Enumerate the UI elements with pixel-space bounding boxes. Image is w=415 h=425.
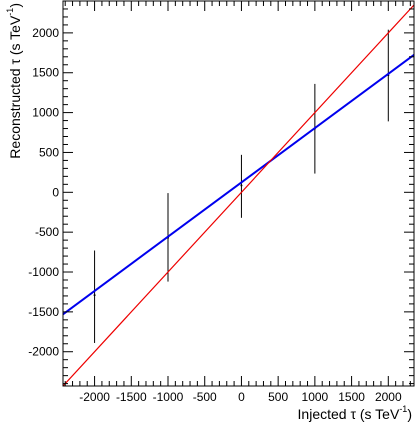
x-tick-label-2: -1000 <box>153 390 184 404</box>
x-tick-label-7: 1500 <box>338 390 365 404</box>
y-tick-label-0: -2000 <box>28 345 59 359</box>
y-tick-label-5: 500 <box>39 145 59 159</box>
y-axis-title: Reconstructed τ (s TeV-1) <box>5 3 23 159</box>
y-tick-label-6: 1000 <box>32 106 59 120</box>
axis-ticks: -2000 -1500 -1000 -500 0 500 1000 1500 2000 -2000… <box>28 0 414 404</box>
y-tick-label-3: -500 <box>35 225 59 239</box>
x-tick-label-6: 1000 <box>302 390 329 404</box>
data-point-2 <box>240 184 243 187</box>
x-tick-label-8: 2000 <box>375 390 402 404</box>
x-tick-label-5: 500 <box>268 390 288 404</box>
y-tick-label-4: 0 <box>52 185 59 199</box>
x-axis-title: Injected τ (s TeV-1) <box>298 404 412 422</box>
fit-line-1 <box>62 54 415 316</box>
x-axis-title-close: ) <box>407 406 412 422</box>
x-tick-label-3: -500 <box>193 390 217 404</box>
x-axis-title-main: Injected τ (s TeV <box>298 406 400 422</box>
data-point-0 <box>93 294 96 297</box>
y-axis-title-close: ) <box>7 3 23 8</box>
y-tick-label-1: -1500 <box>28 305 59 319</box>
plot-frame <box>62 0 415 387</box>
y-tick-label-7: 1500 <box>32 66 59 80</box>
y-tick-label-8: 2000 <box>32 26 59 40</box>
plot-marks <box>62 4 415 387</box>
x-axis-title-exponent: -1 <box>399 404 407 414</box>
x-tick-label-1: -1500 <box>116 390 147 404</box>
y-tick-label-2: -1000 <box>28 265 59 279</box>
fit-line-2 <box>62 4 415 387</box>
y-axis-title-exponent: -1 <box>5 8 15 16</box>
x-tick-label-0: -2000 <box>79 390 110 404</box>
x-tick-label-4: 0 <box>238 390 245 404</box>
y-axis-title-main: Reconstructed τ (s TeV <box>7 15 23 159</box>
